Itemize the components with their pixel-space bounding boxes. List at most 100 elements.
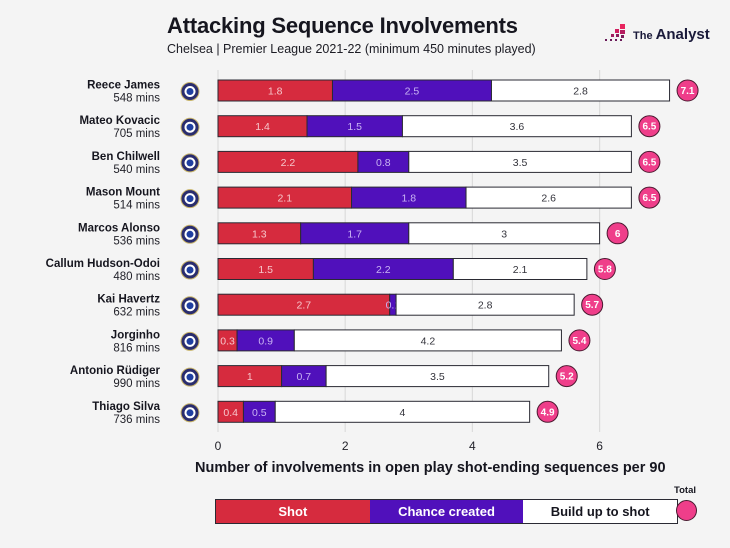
badge-lion-icon <box>186 373 194 381</box>
bar-value-label: 1 <box>247 371 253 383</box>
total-marker <box>536 400 559 423</box>
total-marker <box>676 79 699 102</box>
total-value-label: 5.2 <box>560 372 574 383</box>
bar-value-label: 2.2 <box>281 157 296 169</box>
bar-value-label: 2.5 <box>405 86 420 98</box>
bar-value-label: 2.2 <box>376 264 391 276</box>
bar-value-label: 3.5 <box>513 157 528 169</box>
total-value-label: 6.5 <box>642 193 656 204</box>
x-tick-label: 6 <box>596 439 603 453</box>
player-name: Callum Hudson-Odoi <box>46 258 160 270</box>
player-minutes: 705 mins <box>113 128 160 140</box>
bar-value-label: 4.2 <box>421 335 436 347</box>
bar-segment-build-up-to-shot <box>452 258 588 280</box>
bar-value-label: 0.4 <box>223 407 238 419</box>
player-name: Mateo Kovacic <box>79 115 160 127</box>
the-analyst-logo: The Analyst <box>603 24 710 44</box>
badge-lion-icon <box>186 409 194 417</box>
player-minutes: 540 mins <box>113 164 160 176</box>
player-name: Antonio Rüdiger <box>70 365 161 377</box>
bar-value-label: 0.7 <box>297 371 312 383</box>
bar-value-label: 1.7 <box>347 228 362 240</box>
badge-lion-icon <box>186 195 194 203</box>
logo-text: The Analyst <box>633 26 710 43</box>
player-name: Marcos Alonso <box>78 222 160 234</box>
badge-lion-icon <box>186 88 194 95</box>
player-minutes: 548 mins <box>113 93 160 105</box>
total-value-label: 6.5 <box>642 122 656 133</box>
player-minutes: 514 mins <box>113 200 160 212</box>
badge-lion-icon <box>186 123 194 131</box>
bar-value-label: 4 <box>400 407 406 419</box>
total-value-label: 5.4 <box>572 336 586 347</box>
total-value-label: 5.8 <box>598 265 612 276</box>
legend-chance-created: Chance created <box>369 500 524 523</box>
bar-value-label: 0.3 <box>220 335 235 347</box>
bar-value-label: 2.8 <box>573 86 588 98</box>
total-value-label: 6.5 <box>642 157 656 168</box>
bar-value-label: 2.1 <box>513 264 528 276</box>
bar-value-label: 2.8 <box>478 300 493 312</box>
player-name: Jorginho <box>111 329 160 341</box>
bar-value-label: 1.8 <box>401 193 416 205</box>
bar-value-label: 2.7 <box>297 300 312 312</box>
bar-value-label: 0.8 <box>376 157 391 169</box>
total-marker <box>593 258 616 280</box>
badge-lion-icon <box>186 266 194 274</box>
bar-segment-build-up-to-shot <box>401 115 632 138</box>
logo-name: Analyst <box>655 25 710 43</box>
player-minutes: 632 mins <box>113 307 160 319</box>
bar-segment-build-up-to-shot <box>465 186 632 209</box>
chart-subtitle: Chelsea | Premier League 2021-22 (minimu… <box>167 42 536 56</box>
legend-total-label: Total <box>674 485 696 496</box>
logo-prefix: The <box>633 29 653 42</box>
bar-value-label: 1.3 <box>252 228 267 240</box>
player-minutes: 536 mins <box>113 235 160 247</box>
bar-segment-build-up-to-shot <box>408 150 632 173</box>
player-minutes: 990 mins <box>113 378 160 390</box>
badge-lion-icon <box>186 230 194 238</box>
bar-value-label: 2.1 <box>277 193 292 205</box>
x-axis-label: Number of involvements in open play shot… <box>195 460 666 476</box>
bar-value-label: 1.4 <box>255 121 270 133</box>
bar-value-label: 0.5 <box>252 407 267 419</box>
total-marker <box>606 222 629 245</box>
legend-total-marker <box>676 500 697 521</box>
badge-lion-icon <box>186 302 194 310</box>
bar-value-label: 3.6 <box>510 121 525 133</box>
player-minutes: 480 mins <box>113 271 160 283</box>
chart-title: Attacking Sequence Involvements <box>167 13 518 38</box>
player-minutes: 736 mins <box>113 414 160 426</box>
bar-segment-build-up-to-shot <box>274 400 531 423</box>
player-name: Mason Mount <box>86 187 160 199</box>
badge-lion-icon <box>186 337 194 345</box>
logo-dots-icon <box>605 24 625 41</box>
total-value-label: 5.7 <box>585 300 599 311</box>
x-tick-label: 2 <box>342 439 349 453</box>
legend-build-up: Build up to shot <box>523 500 678 523</box>
total-marker <box>638 115 661 138</box>
player-name: Thiago Silva <box>92 401 160 413</box>
total-marker <box>638 186 661 209</box>
bar-value-label: 3.5 <box>430 371 445 383</box>
total-value-label: 6 <box>615 229 621 240</box>
total-marker <box>581 293 604 316</box>
bar-segment-build-up-to-shot <box>490 79 671 102</box>
player-name: Reece James <box>87 80 160 92</box>
bar-segment-build-up-to-shot <box>395 293 575 316</box>
bar-value-label: 1.5 <box>347 121 362 133</box>
total-marker <box>568 329 591 352</box>
badge-lion-icon <box>186 159 194 167</box>
bar-segment-build-up-to-shot <box>325 365 550 388</box>
x-tick-label: 0 <box>215 439 222 453</box>
bar-value-label: 1.8 <box>268 86 283 98</box>
player-name: Kai Havertz <box>97 294 160 306</box>
total-value-label: 4.9 <box>541 407 555 418</box>
x-tick-label: 4 <box>469 439 476 453</box>
bar-segment-build-up-to-shot <box>293 329 562 352</box>
total-marker <box>555 365 578 388</box>
bar-segment-build-up-to-shot <box>408 222 601 245</box>
total-marker <box>638 150 661 173</box>
total-value-label: 7.1 <box>681 86 695 97</box>
